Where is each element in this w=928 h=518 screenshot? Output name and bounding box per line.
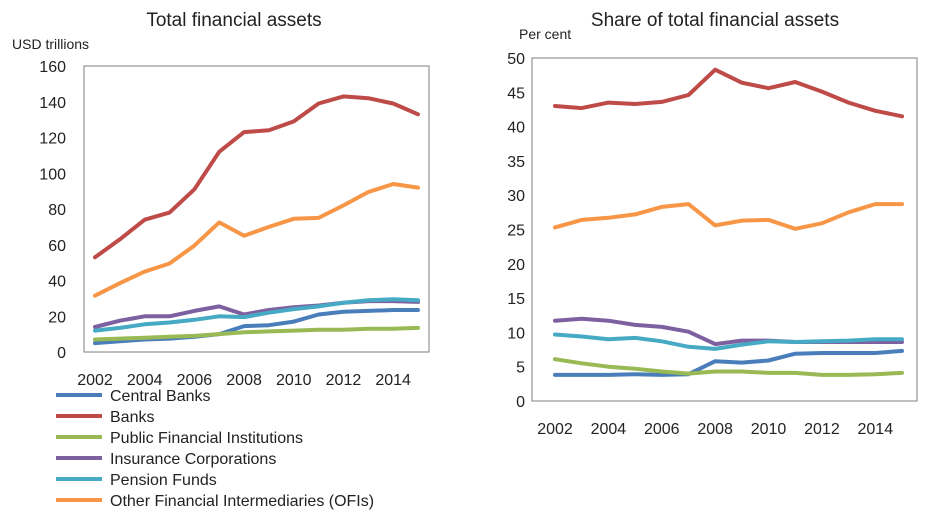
x-tick-label: 2014 bbox=[375, 372, 411, 389]
series-lines bbox=[93, 94, 420, 346]
y-tick-label: 20 bbox=[507, 257, 525, 274]
plot-area bbox=[531, 57, 918, 402]
series-line-pension-funds bbox=[93, 297, 420, 333]
y-tick-label: 40 bbox=[48, 274, 66, 291]
series-line-banks bbox=[553, 67, 904, 119]
legend: Central Banks Banks Public Financial Insti… bbox=[56, 388, 374, 510]
x-tick-label: 2012 bbox=[804, 421, 840, 438]
series-lines bbox=[553, 67, 904, 377]
x-tick-label: 2006 bbox=[177, 372, 213, 389]
series-line-other-financial-intermediaries-ofis bbox=[93, 182, 420, 298]
y-tick-label: 20 bbox=[48, 309, 66, 326]
x-tick-label: 2002 bbox=[77, 372, 113, 389]
legend-item-insurance-corporations: Insurance Corporations bbox=[56, 451, 276, 468]
y-tick-label: 40 bbox=[507, 120, 525, 137]
legend-label: Banks bbox=[110, 409, 154, 426]
y-tick-label: 160 bbox=[39, 59, 66, 76]
legend-item-public-financial-institutions: Public Financial Institutions bbox=[56, 430, 303, 447]
series-line-banks bbox=[93, 94, 420, 260]
plot-area bbox=[83, 65, 430, 353]
chart-title: Share of total financial assets bbox=[591, 10, 839, 31]
series-line-public-financial-institutions bbox=[553, 357, 904, 377]
y-tick-label: 35 bbox=[507, 154, 525, 171]
x-tick-label: 2006 bbox=[644, 421, 680, 438]
y-tick-label: 140 bbox=[39, 95, 66, 112]
x-tick-label: 2014 bbox=[858, 421, 894, 438]
y-tick-label: 50 bbox=[507, 51, 525, 68]
y-tick-labels: 0 20 40 60 80 100 120 140 160 bbox=[39, 59, 66, 362]
y-tick-label: 120 bbox=[39, 131, 66, 148]
y-tick-label: 5 bbox=[516, 360, 525, 377]
y-tick-label: 10 bbox=[507, 325, 525, 342]
x-tick-label: 2010 bbox=[276, 372, 312, 389]
legend-label: Insurance Corporations bbox=[110, 451, 276, 468]
share-of-financial-assets-chart: Share of total financial assets Per cent… bbox=[507, 10, 918, 438]
series-line-other-financial-intermediaries-ofis bbox=[553, 202, 904, 231]
x-tick-labels: 2002 2004 2006 2008 2010 2012 2014 bbox=[537, 421, 893, 438]
legend-label: Public Financial Institutions bbox=[110, 430, 303, 447]
legend-item-central-banks: Central Banks bbox=[56, 388, 211, 405]
y-axis-label: Per cent bbox=[519, 26, 571, 42]
y-tick-labels: 0 5 10 15 20 25 30 35 40 45 50 bbox=[507, 51, 525, 411]
series-line-central-banks bbox=[553, 348, 904, 377]
y-tick-label: 80 bbox=[48, 202, 66, 219]
y-tick-label: 15 bbox=[507, 291, 525, 308]
legend-label: Other Financial Intermediaries (OFIs) bbox=[110, 493, 374, 510]
series-line-pension-funds bbox=[553, 332, 904, 351]
x-tick-label: 2008 bbox=[697, 421, 733, 438]
legend-item-pension-funds: Pension Funds bbox=[56, 472, 217, 489]
x-tick-label: 2010 bbox=[751, 421, 787, 438]
x-tick-label: 2002 bbox=[537, 421, 573, 438]
x-tick-label: 2004 bbox=[127, 372, 163, 389]
legend-label: Central Banks bbox=[110, 388, 211, 405]
legend-label: Pension Funds bbox=[110, 472, 217, 489]
x-tick-label: 2004 bbox=[591, 421, 627, 438]
legend-item-other-financial-intermediaries-ofis: Other Financial Intermediaries (OFIs) bbox=[56, 493, 374, 510]
x-tick-label: 2008 bbox=[226, 372, 262, 389]
x-tick-label: 2012 bbox=[326, 372, 362, 389]
x-tick-labels: 2002 2004 2006 2008 2010 2012 2014 bbox=[77, 372, 411, 389]
total-financial-assets-chart: Total financial assets USD trillions 0 20… bbox=[12, 10, 430, 389]
y-tick-label: 30 bbox=[507, 188, 525, 205]
y-tick-label: 60 bbox=[48, 238, 66, 255]
y-tick-label: 45 bbox=[507, 85, 525, 102]
series-line-public-financial-institutions bbox=[93, 325, 420, 342]
y-tick-label: 0 bbox=[516, 394, 525, 411]
y-tick-label: 0 bbox=[57, 345, 66, 362]
y-tick-label: 100 bbox=[39, 166, 66, 183]
legend-item-banks: Banks bbox=[56, 409, 154, 426]
y-tick-label: 25 bbox=[507, 223, 525, 240]
y-axis-label: USD trillions bbox=[12, 36, 89, 52]
chart-title: Total financial assets bbox=[146, 10, 321, 31]
